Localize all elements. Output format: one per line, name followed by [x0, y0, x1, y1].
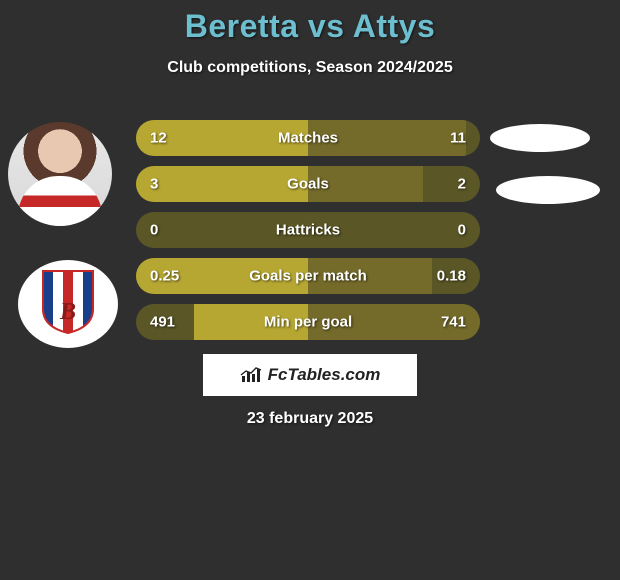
stat-label: Min per goal — [264, 314, 352, 331]
stat-row: 3 2 Goals — [136, 166, 480, 202]
stat-label: Goals per match — [249, 268, 367, 285]
page-title: Beretta vs Attys — [0, 0, 620, 45]
stat-label: Goals — [287, 176, 329, 193]
stat-value-left: 3 — [150, 176, 158, 193]
stat-row: 12 11 Matches — [136, 120, 480, 156]
stat-value-right: 741 — [441, 314, 466, 331]
date-label: 23 february 2025 — [247, 410, 373, 428]
stat-value-left: 0.25 — [150, 268, 179, 285]
stat-bar-left — [136, 166, 308, 202]
stat-row: 0 0 Hattricks — [136, 212, 480, 248]
player-avatar-right-1 — [490, 124, 590, 152]
stat-value-left: 491 — [150, 314, 175, 331]
season-subtitle: Club competitions, Season 2024/2025 — [0, 59, 620, 77]
player-avatar-right-2 — [496, 176, 600, 204]
branding-badge[interactable]: FcTables.com — [203, 354, 417, 396]
shield-icon: B — [39, 269, 97, 335]
stat-value-right: 0 — [458, 222, 466, 239]
chart-icon — [240, 366, 262, 384]
player-avatar-left — [8, 122, 112, 226]
branding-text: FcTables.com — [268, 365, 381, 385]
stat-label: Matches — [278, 130, 338, 147]
stat-value-right: 11 — [450, 130, 466, 147]
svg-text:B: B — [59, 299, 76, 325]
stat-row: 491 741 Min per goal — [136, 304, 480, 340]
stat-value-right: 2 — [458, 176, 466, 193]
stat-label: Hattricks — [276, 222, 340, 239]
stat-value-left: 12 — [150, 130, 167, 147]
club-badge-left: B — [18, 260, 118, 348]
stat-value-right: 0.18 — [437, 268, 466, 285]
stat-row: 0.25 0.18 Goals per match — [136, 258, 480, 294]
stats-container: 12 11 Matches 3 2 Goals 0 0 Hattricks 0.25 0.18 Goa… — [136, 120, 480, 350]
stat-value-left: 0 — [150, 222, 158, 239]
